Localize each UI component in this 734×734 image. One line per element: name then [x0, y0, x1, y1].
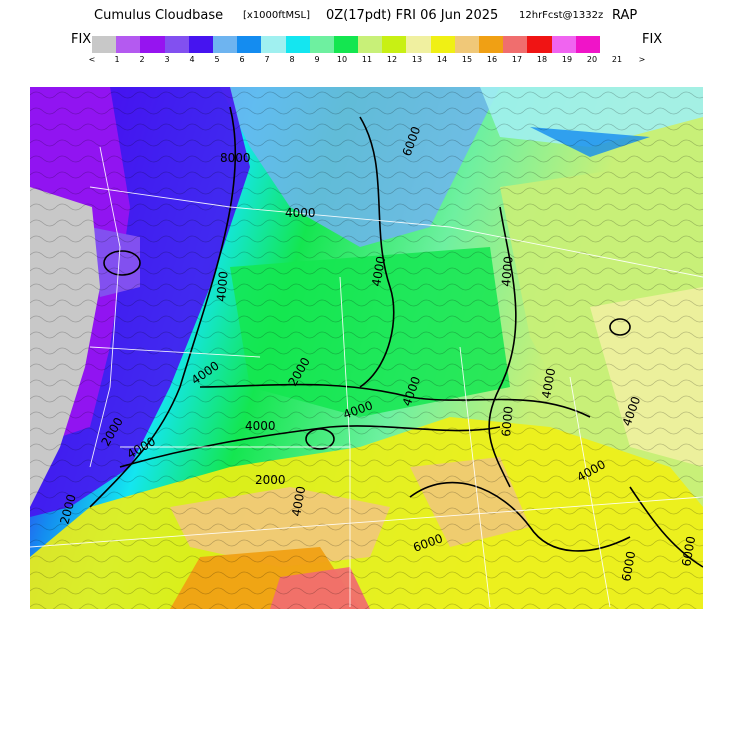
legend-swatch [285, 36, 310, 53]
legend-swatch [116, 36, 141, 53]
legend-tick-label: 1 [114, 55, 120, 64]
legend-tick-label: 11 [361, 55, 373, 64]
contour-label: 6000 [499, 406, 516, 438]
legend-tick-label: 14 [436, 55, 448, 64]
legend-tick-label: 8 [289, 55, 295, 64]
legend-tick-label: 12 [386, 55, 398, 64]
contour-label: 6000 [679, 535, 698, 568]
legend-tick-label: > [638, 55, 646, 64]
contour-label: 4000 [289, 485, 308, 518]
legend-swatch [454, 36, 479, 53]
legend-swatch [430, 36, 455, 53]
color-scale-legend [92, 36, 600, 53]
map-canvas: 8000 4000 6000 4000 4000 4000 4000 2000 … [30, 87, 703, 609]
contour-label: 8000 [220, 151, 251, 165]
legend-tick-label: 6 [239, 55, 245, 64]
legend-tick-label: 18 [536, 55, 548, 64]
legend-swatch [479, 36, 504, 53]
legend-tick-label: 4 [189, 55, 195, 64]
contour-label: 4000 [499, 256, 516, 288]
legend-swatch [237, 36, 262, 53]
boundaries [30, 146, 703, 608]
legend-tick-label: 10 [336, 55, 348, 64]
title-valid-time: 0Z(17pdt) FRI 06 Jun 2025 [326, 8, 499, 23]
legend-swatch [188, 36, 213, 53]
legend-tick-label: 5 [214, 55, 220, 64]
legend-swatch [358, 36, 383, 53]
legend-swatch [309, 36, 334, 53]
legend-swatch [164, 36, 189, 53]
legend-tick-label: 16 [486, 55, 498, 64]
title-units: [x1000ftMSL] [243, 10, 310, 21]
title-model: RAP [612, 8, 638, 23]
legend-swatch [333, 36, 359, 53]
legend-tick-label: 2 [139, 55, 145, 64]
contour-lines [89, 106, 703, 568]
legend-swatch [140, 36, 165, 53]
contour-label: 4000 [369, 255, 388, 288]
contour-label: 4000 [214, 271, 231, 303]
legend-tick-label: 15 [461, 55, 473, 64]
legend-swatch [382, 36, 407, 53]
legend-tick-label: 9 [314, 55, 320, 64]
legend-tick-label: 19 [561, 55, 573, 64]
title-forecast: 12hrFcst@1332z [519, 10, 604, 21]
legend-tick-label: 20 [586, 55, 598, 64]
legend-swatch [503, 36, 528, 53]
legend-swatch [406, 36, 431, 53]
contour-label: 4000 [539, 367, 558, 400]
cloudbase-map: 8000 4000 6000 4000 4000 4000 4000 2000 … [30, 87, 703, 609]
fix-label-right: FIX [642, 32, 663, 47]
legend-tick-label: 21 [611, 55, 623, 64]
legend-tick-label: 7 [264, 55, 270, 64]
legend-tick-label: 3 [164, 55, 170, 64]
contour-texture [30, 87, 703, 609]
contour-label: 4000 [245, 419, 276, 433]
legend-swatch [261, 36, 286, 53]
legend-tick-label: 17 [511, 55, 523, 64]
legend-swatch [92, 36, 117, 53]
legend-swatch [212, 36, 238, 53]
contour-label: 2000 [255, 473, 286, 487]
title-main: Cumulus Cloudbase [94, 8, 224, 23]
legend-swatch [575, 36, 600, 53]
legend-swatch [527, 36, 552, 53]
contour-label: 4000 [285, 206, 316, 220]
legend-tick-label: < [88, 55, 96, 64]
legend-swatch [551, 36, 576, 53]
legend-tick-label: 13 [411, 55, 423, 64]
color-scale-ticks: <1 2 3 4 5 6 7 8 9 10 11 12 13 14 15 16 17 18 19 20 21 > [88, 55, 646, 67]
map-title: Cumulus Cloudbase [x1000ftMSL] 0Z(17pdt)… [0, 8, 734, 28]
contour-label: 6000 [619, 550, 638, 583]
fix-label-left: FIX [71, 32, 92, 47]
